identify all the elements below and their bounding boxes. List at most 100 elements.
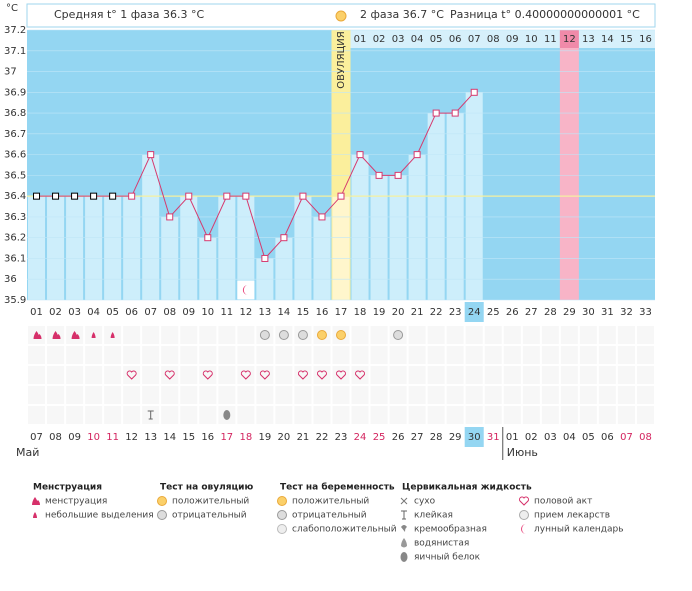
cell <box>142 346 160 364</box>
cell <box>123 406 141 424</box>
legend-item: кремообразная <box>414 525 487 535</box>
bar <box>85 196 103 300</box>
cell <box>484 326 502 344</box>
cell <box>104 366 122 384</box>
y-tick-label: 36.8 <box>4 108 26 119</box>
cell <box>85 406 103 424</box>
date: 05 <box>582 432 595 443</box>
date: 27 <box>411 432 424 443</box>
icon <box>126 370 137 380</box>
phase-day: 12 <box>563 34 576 45</box>
cell <box>218 386 236 404</box>
temp-point <box>128 192 136 200</box>
cell <box>370 346 388 364</box>
cell <box>237 386 255 404</box>
cell <box>370 406 388 424</box>
legend-item: яичный белок <box>414 553 481 563</box>
cell <box>598 346 616 364</box>
temp-point <box>33 192 41 200</box>
cycle-day: 26 <box>506 307 519 318</box>
temp-point <box>223 192 231 200</box>
cell <box>617 326 635 344</box>
cell <box>427 386 445 404</box>
cell <box>579 326 597 344</box>
cell <box>332 346 350 364</box>
cell <box>541 386 559 404</box>
icon <box>277 496 287 506</box>
cell <box>484 366 502 384</box>
pink-top <box>559 30 579 48</box>
icon <box>393 330 404 340</box>
cell <box>332 406 350 424</box>
cell <box>617 406 635 424</box>
cell <box>142 366 160 384</box>
cell <box>256 366 274 384</box>
date: 14 <box>163 432 176 443</box>
cell <box>560 326 578 344</box>
icon <box>277 524 287 534</box>
cell <box>503 366 521 384</box>
cell <box>256 406 274 424</box>
cell <box>370 366 388 384</box>
phase-day: 05 <box>430 34 443 45</box>
temp-point <box>318 213 326 221</box>
icon <box>401 510 407 520</box>
legend-item: менструация <box>45 497 107 507</box>
pink-column <box>559 30 579 300</box>
temp-point <box>166 213 174 221</box>
month: Июнь <box>507 446 538 459</box>
cell <box>66 406 84 424</box>
bar <box>199 237 217 300</box>
temp-point <box>356 151 364 159</box>
cell <box>180 406 198 424</box>
legend-item: клейкая <box>414 511 453 521</box>
phase-day: 03 <box>392 34 405 45</box>
cell <box>66 346 84 364</box>
cell <box>47 366 65 384</box>
date: 08 <box>49 432 62 443</box>
date: 01 <box>506 432 519 443</box>
cycle-day: 29 <box>563 307 576 318</box>
bar <box>351 154 369 300</box>
legend-item: положительный <box>292 497 369 507</box>
cell <box>427 406 445 424</box>
cycle-day: 17 <box>335 307 348 318</box>
cell <box>636 386 654 404</box>
icon <box>401 538 407 548</box>
cell <box>313 366 331 384</box>
temp-point <box>280 234 288 242</box>
icon <box>297 330 308 340</box>
date: 07 <box>620 432 633 443</box>
cell <box>66 386 84 404</box>
y-tick-label: 36.2 <box>4 233 26 244</box>
hl-cycle <box>464 302 484 322</box>
phase1: Средняя t° 1 фаза 36.3 °C <box>54 8 204 21</box>
cell <box>47 346 65 364</box>
y-tick-label: 36.4 <box>4 191 26 202</box>
cell <box>123 366 141 384</box>
cell <box>28 346 46 364</box>
legend-item: водянистая <box>414 539 469 549</box>
cell <box>199 366 217 384</box>
cell <box>294 406 312 424</box>
date: 29 <box>449 432 462 443</box>
cell <box>503 326 521 344</box>
icon <box>33 512 37 518</box>
cell <box>389 406 407 424</box>
y-tick-label: 36 <box>4 274 17 285</box>
cell <box>541 366 559 384</box>
cell <box>503 406 521 424</box>
y-tick-label: 36.7 <box>4 129 26 140</box>
icon-bg <box>237 281 255 299</box>
cell <box>427 346 445 364</box>
date: 06 <box>601 432 614 443</box>
cycle-day: 02 <box>49 307 62 318</box>
cell <box>522 346 540 364</box>
cycle-day: 03 <box>68 307 81 318</box>
cell <box>294 366 312 384</box>
cell <box>142 386 160 404</box>
icon <box>240 370 251 380</box>
y-tick-label: 37.2 <box>4 25 26 36</box>
cell <box>199 326 217 344</box>
cell <box>370 386 388 404</box>
